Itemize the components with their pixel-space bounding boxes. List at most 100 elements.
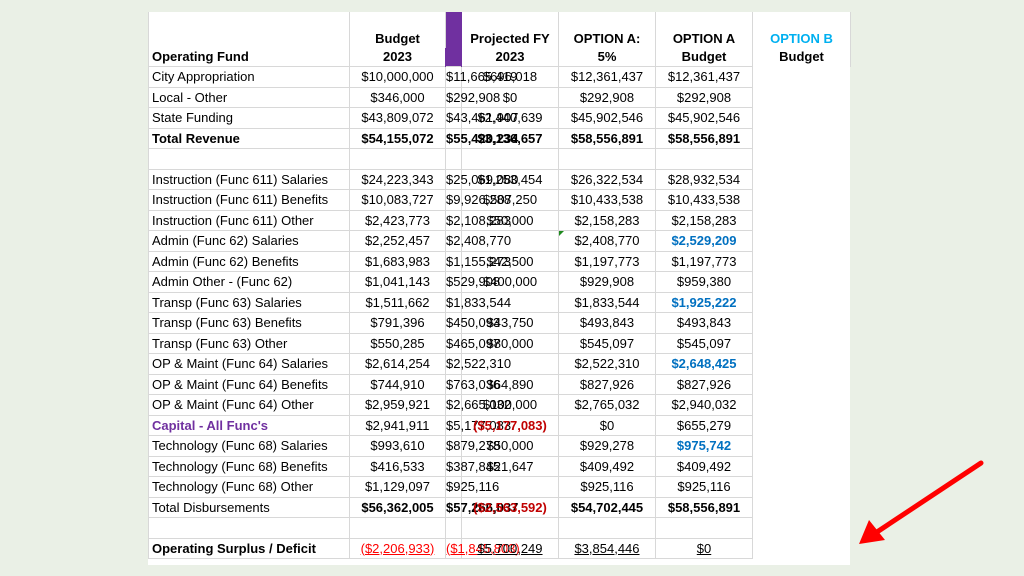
cell-option-a-5pct: $80,000: [461, 332, 559, 354]
cell-option-b-budget: $10,433,538: [655, 189, 753, 211]
col-header-option-b: OPTION B: [752, 12, 851, 48]
cell-option-b-budget: $45,902,546: [655, 107, 753, 129]
cell-option-a-budget: $292,908: [558, 86, 656, 108]
cell-option-b-budget: $975,742: [655, 435, 753, 457]
cell-option-a-budget: $58,556,891: [558, 127, 656, 149]
row-label: Technology (Func 68) Salaries: [148, 435, 350, 457]
col-header-projected: Projected FY: [461, 12, 559, 48]
cell-option-b-budget: $58,556,891: [655, 127, 753, 149]
table-row: OP & Maint (Func 64) Salaries $2,614,254 $…: [148, 353, 851, 375]
col-header-option-a-budget: OPTION A: [655, 12, 753, 48]
row-label: Total Revenue: [148, 127, 350, 149]
cell-option-a-budget: $2,765,032: [558, 394, 656, 416]
row-label: Transp (Func 63) Other: [148, 332, 350, 354]
cell-projected-2023: $2,522,310: [445, 353, 511, 375]
cell-budget-2023: $791,396: [349, 312, 446, 334]
header-row-2: 2023 2023 5% Budget Budget: [149, 48, 851, 67]
table-row: Technology (Func 68) Benefits $416,533 $38…: [148, 455, 851, 477]
row-label: OP & Maint (Func 64) Salaries: [148, 353, 350, 375]
row-label: Total Disbursements: [148, 496, 350, 518]
row-label: Technology (Func 68) Benefits: [148, 455, 350, 477]
cell-budget-2023: $43,809,072: [349, 107, 446, 129]
table-row: Admin (Func 62) Salaries $2,252,457 $2,408…: [148, 230, 851, 252]
table-row: Technology (Func 68) Other $1,129,097 $925…: [148, 476, 851, 498]
cell-budget-2023: $1,041,143: [349, 271, 446, 293]
table-row: Admin Other - (Func 62) $1,041,143 $529,90…: [148, 271, 851, 293]
table-row: Instruction (Func 611) Benefits $10,083,7…: [148, 189, 851, 211]
cell-option-a-budget: $45,902,546: [558, 107, 656, 129]
cell-option-b-budget: $2,940,032: [655, 394, 753, 416]
total-revenue-row: Total Revenue $54,155,072 $55,420,234 $3,13…: [148, 127, 851, 149]
cell-option-a-budget: $2,408,770: [558, 230, 656, 252]
cell-option-a-budget: $1,197,773: [558, 250, 656, 272]
cell-option-a-budget: $12,361,437: [558, 66, 656, 88]
col-subheader-option-b: Budget: [752, 48, 851, 67]
cell-projected-2023: $2,408,770: [445, 230, 511, 252]
cell-option-a-budget: $2,522,310: [558, 353, 656, 375]
cell-option-a-5pct: $696,018: [461, 66, 559, 88]
cell-option-a-budget: $0: [558, 414, 656, 436]
cell-projected-2023: $1,833,544: [445, 291, 511, 313]
cell-budget-2023: $24,223,343: [349, 168, 446, 190]
cell-projected-2023: $2,665,032: [445, 394, 511, 416]
table-row: Technology (Func 68) Salaries $993,610 $87…: [148, 435, 851, 457]
cell-option-b-budget: $1,925,222: [655, 291, 753, 313]
cell-projected-2023: $1,155,273: [445, 250, 511, 272]
cell-projected-2023: $292,908: [445, 86, 500, 108]
red-arrow-icon: [859, 460, 984, 544]
table-row: Instruction (Func 611) Other $2,423,773 $2…: [148, 209, 851, 231]
cell-projected-2023: $2,108,283: [445, 209, 511, 231]
cell-projected-2023: $25,069,080: [445, 168, 518, 190]
cell-projected-2023: $5,177,083: [445, 414, 511, 436]
row-label: Operating Surplus / Deficit: [148, 537, 350, 559]
cell-option-a-5pct: ($2,563,592): [461, 496, 559, 518]
row-label: OP & Maint (Func 64) Other: [148, 394, 350, 416]
cell-option-a-5pct: $507,250: [461, 189, 559, 211]
cell-option-b-budget: $409,492: [655, 455, 753, 477]
col-subheader-option-a-pct: 5%: [558, 48, 656, 67]
col-header-option-a-pct: OPTION A:: [558, 12, 656, 48]
cell-option-b-budget: $545,097: [655, 332, 753, 354]
cell-option-b-budget: $28,932,534: [655, 168, 753, 190]
row-label: City Appropriation: [148, 66, 350, 88]
cell-budget-2023: ($2,206,933): [349, 537, 446, 559]
cell-option-a-budget: $54,702,445: [558, 496, 656, 518]
row-label: Capital - All Func's: [148, 414, 350, 436]
cell-option-a-budget: $545,097: [558, 332, 656, 354]
cell-option-a-budget: $409,492: [558, 455, 656, 477]
cell-option-b-budget: $655,279: [655, 414, 753, 436]
spacer-row: [148, 148, 851, 170]
cell-budget-2023: $1,129,097: [349, 476, 446, 498]
cell-projected-2023: $763,036: [445, 373, 500, 395]
cell-projected-2023: $925,116: [445, 476, 499, 498]
cell-option-a-budget: $26,322,534: [558, 168, 656, 190]
col-header-budget: Budget: [349, 12, 446, 48]
cell-budget-2023: $10,083,727: [349, 189, 446, 211]
sheet-title: Operating Fund: [148, 12, 350, 67]
cell-option-b-budget: $12,361,437: [655, 66, 753, 88]
cell-option-a-budget: $10,433,538: [558, 189, 656, 211]
cell-option-a-budget: $3,854,446: [558, 537, 656, 559]
cell-projected-2023: $43,461,907: [445, 107, 518, 129]
cell-option-a-5pct: $43,750: [461, 312, 559, 334]
cell-option-b-budget: $292,908: [655, 86, 753, 108]
table-row: OP & Maint (Func 64) Other $2,959,921 $2,6…: [148, 394, 851, 416]
cell-projected-2023: $11,665,419: [445, 66, 517, 88]
cell-projected-2023: ($1,845,803): [445, 537, 520, 559]
cell-projected-2023: $465,097: [445, 332, 500, 354]
revenue-section: City Appropriation $10,000,000 $11,665,419…: [148, 66, 851, 149]
row-label: Transp (Func 63) Salaries: [148, 291, 350, 313]
cell-budget-2023: $744,910: [349, 373, 446, 395]
purple-divider-bar: [445, 12, 462, 67]
cell-projected-2023: $879,278: [445, 435, 500, 457]
cell-option-a-budget: $925,116: [558, 476, 656, 498]
operating-fund-spreadsheet: Operating Fund Budget Projected FY OPTIO…: [148, 12, 851, 565]
cell-budget-2023: $1,511,662: [349, 291, 446, 313]
cell-option-b-budget: $2,529,209: [655, 230, 753, 252]
cell-option-a-budget: $929,908: [558, 271, 656, 293]
cell-projected-2023: $9,926,288: [445, 189, 511, 211]
row-label: Admin (Func 62) Salaries: [148, 230, 350, 252]
cell-option-a-budget: $929,278: [558, 435, 656, 457]
cell-option-b-budget: $1,197,773: [655, 250, 753, 272]
row-label: OP & Maint (Func 64) Benefits: [148, 373, 350, 395]
